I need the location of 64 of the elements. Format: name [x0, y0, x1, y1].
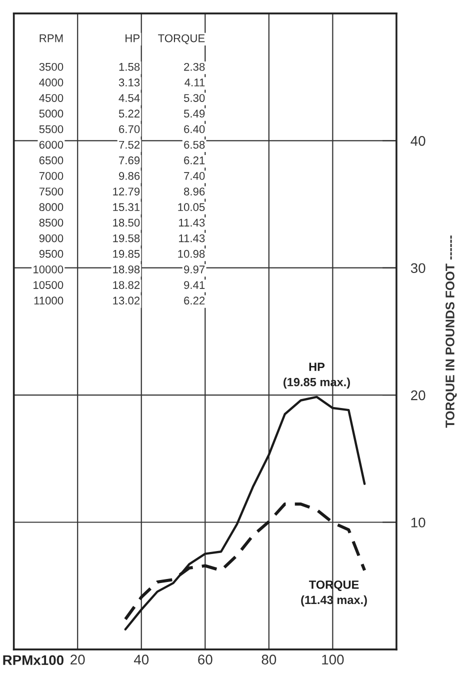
annotation: RPM — [40, 34, 63, 42]
annotation: 3500 — [39, 62, 64, 71]
annotation: 10500 — [34, 281, 64, 289]
annotation: 13.02 — [113, 296, 140, 305]
annotation: 4500 — [39, 94, 64, 102]
x-tick-label: 80 — [262, 654, 276, 665]
annotation: 1.58 — [119, 62, 140, 71]
x-axis-title: RPMx100 — [3, 655, 64, 666]
annotation: 12.79 — [113, 188, 140, 196]
annotation: 8.96 — [184, 188, 205, 196]
annotation: 19.85 — [113, 250, 140, 258]
y-tick-label: 30 — [410, 263, 426, 274]
annotation: 10000 — [34, 266, 64, 274]
annotation: 7.69 — [119, 156, 140, 164]
annotation: 6.40 — [184, 125, 205, 134]
annotation: 9.41 — [184, 281, 205, 289]
annotation: 8000 — [39, 203, 64, 212]
annotation: 15.31 — [113, 203, 140, 212]
y-tick-label: 10 — [411, 518, 426, 528]
annotation: 5500 — [39, 125, 64, 134]
annotation: 18.82 — [113, 281, 140, 289]
x-tick-label: 20 — [70, 654, 85, 665]
annotation: 7.40 — [184, 172, 205, 180]
annotation: HP — [126, 34, 140, 42]
y-tick-label: 20 — [411, 390, 426, 400]
annotation: 18.98 — [113, 266, 140, 274]
annotation: 5.22 — [118, 110, 140, 118]
annotation: 2.38 — [184, 62, 205, 71]
annotation: 9.86 — [118, 172, 140, 180]
annotation: 18.50 — [113, 218, 140, 227]
x-tick-label: 60 — [198, 654, 212, 665]
annotation: 11.43 — [179, 218, 205, 227]
x-tick-label: 100 — [322, 654, 344, 665]
annotation: TORQUE — [158, 34, 205, 44]
annotation: 10.98 — [178, 250, 205, 258]
annotation: 7000 — [39, 172, 64, 180]
annotation: 5.49 — [184, 110, 205, 118]
annotation: 6000 — [39, 140, 64, 149]
annotation: 9.97 — [184, 266, 205, 274]
annotation: 4.11 — [184, 78, 205, 86]
annotation: 5.30 — [184, 94, 205, 102]
annotation: 4000 — [39, 78, 64, 86]
annotation: 3.13 — [118, 78, 140, 86]
y-axis-title: TORQUE IN POUNDS FOOT ------ — [446, 236, 457, 428]
annotation: 6.21 — [184, 156, 205, 164]
y-tick-label: 40 — [410, 136, 426, 146]
annotation: 7.52 — [119, 140, 140, 149]
annotation: 6.22 — [184, 296, 205, 305]
annotation: 19.58 — [113, 234, 140, 242]
annotation: 11.43 — [179, 234, 205, 242]
annotation: 6.58 — [184, 140, 205, 149]
text: HP — [309, 362, 325, 371]
annotation: 10.05 — [178, 203, 205, 212]
annotation: 6500 — [39, 156, 64, 164]
annotation: 9500 — [39, 250, 64, 258]
annotation: 11000 — [34, 296, 64, 305]
annotation: 5000 — [39, 110, 64, 118]
annotation: 9000 — [39, 234, 64, 242]
annotation: 6.70 — [119, 125, 140, 134]
annotation: 8500 — [39, 218, 64, 227]
x-tick-label: 40 — [134, 654, 149, 665]
annotation: 4.54 — [118, 94, 140, 102]
line-series — [124, 396, 366, 630]
annotation: 7500 — [39, 188, 64, 196]
